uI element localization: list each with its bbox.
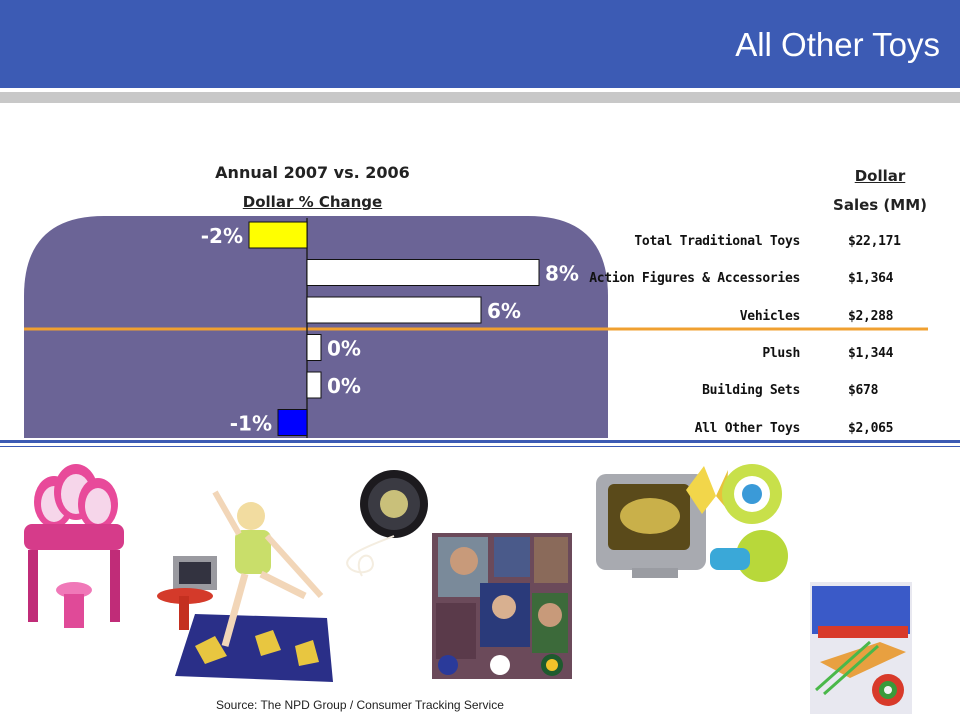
table-row-label: All Other Toys	[694, 421, 801, 436]
bar-1	[306, 259, 540, 286]
bottom-rule	[0, 440, 960, 443]
table-row-label: Building Sets	[702, 383, 800, 398]
slide-header: All Other Toys	[0, 0, 960, 88]
sales-column-header: Dollar	[854, 167, 906, 185]
data-label-4: 0%	[327, 374, 361, 398]
data-label-2: 6%	[487, 299, 521, 323]
vanity-toy-image	[24, 464, 124, 628]
dance-mat-toy-image	[157, 490, 333, 682]
table-row-value: $2,065	[848, 421, 894, 436]
table-row-value: $1,344	[848, 346, 894, 361]
table-row-value: $1,364	[848, 271, 894, 286]
sales-column-subheader: Sales (MM)	[833, 196, 927, 214]
table-row-value: $2,288	[848, 309, 894, 324]
bar-5	[277, 409, 308, 436]
chart-panel	[24, 216, 608, 438]
bar-2	[306, 296, 482, 324]
slide-title: All Other Toys	[735, 26, 940, 63]
yoyo-toy-image	[346, 470, 428, 577]
bar-chart: -2% 8% 6% 0% 0% -1%	[0, 216, 960, 447]
bottom-rule-thin	[0, 446, 960, 447]
data-label-0: -2%	[201, 224, 243, 248]
bar-4	[306, 371, 322, 399]
baseball-cards-image	[432, 533, 572, 679]
data-label-1: 8%	[545, 262, 579, 286]
bar-0	[248, 221, 308, 249]
arrow-rifle-toy-image	[810, 582, 912, 714]
table-row-label: Plush	[762, 346, 800, 361]
table-row-value: $678	[848, 383, 879, 398]
header-stripe	[0, 92, 960, 103]
data-label-3: 0%	[327, 337, 361, 361]
chart-title: Annual 2007 vs. 2006	[215, 163, 410, 182]
bar-3	[306, 334, 322, 361]
source-note: Source: The NPD Group / Consumer Trackin…	[216, 698, 504, 712]
data-label-5: -1%	[230, 412, 272, 436]
table-row-label: Vehicles	[739, 309, 801, 324]
table-row-label: Total Traditional Toys	[634, 234, 800, 249]
tv-camera-toy-image	[596, 464, 788, 582]
table-row-label: Action Figures & Accessories	[589, 271, 800, 286]
chart-subtitle: Dollar % Change	[242, 193, 383, 211]
table-row-value: $22,171	[848, 234, 901, 249]
